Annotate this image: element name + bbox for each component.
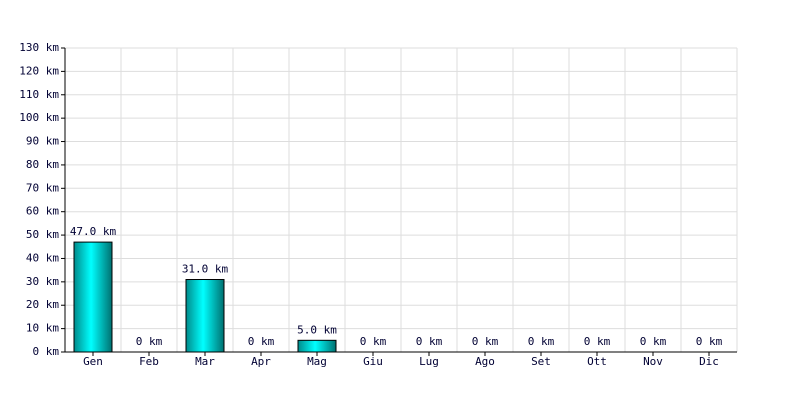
x-tick-label: Mag xyxy=(307,355,327,368)
x-tick-label: Ago xyxy=(475,355,495,368)
x-tick-label: Ott xyxy=(587,355,607,368)
data-label: 0 km xyxy=(416,335,443,348)
x-tick-label: Giu xyxy=(363,355,383,368)
data-label: 0 km xyxy=(640,335,667,348)
bar xyxy=(185,279,225,353)
y-tick-label: 40 km xyxy=(26,251,59,264)
y-tick-label: 30 km xyxy=(26,275,59,288)
y-tick-label: 60 km xyxy=(26,205,59,218)
data-label: 0 km xyxy=(360,335,387,348)
data-label: 0 km xyxy=(248,335,275,348)
x-tick-label: Mar xyxy=(195,355,215,368)
y-tick-label: 20 km xyxy=(26,298,59,311)
data-label: 0 km xyxy=(472,335,499,348)
y-tick-label: 120 km xyxy=(19,64,59,77)
x-tick-label: Gen xyxy=(83,355,103,368)
data-label: 47.0 km xyxy=(70,225,117,238)
data-label: 0 km xyxy=(584,335,611,348)
x-tick-label: Apr xyxy=(251,355,271,368)
x-tick-label: Nov xyxy=(643,355,663,368)
x-tick-label: Lug xyxy=(419,355,439,368)
data-label: 0 km xyxy=(136,335,163,348)
bar xyxy=(297,339,337,353)
y-tick-label: 90 km xyxy=(26,135,59,148)
data-label: 0 km xyxy=(528,335,555,348)
y-tick-label: 50 km xyxy=(26,228,59,241)
x-tick-label: Set xyxy=(531,355,551,368)
y-tick-label: 70 km xyxy=(26,181,59,194)
y-tick-label: 100 km xyxy=(19,111,59,124)
x-tick-label: Dic xyxy=(699,355,719,368)
y-tick-label: 130 km xyxy=(19,41,59,54)
data-label: 0 km xyxy=(696,335,723,348)
data-label: 5.0 km xyxy=(297,323,337,336)
data-label: 31.0 km xyxy=(182,263,229,276)
y-tick-label: 0 km xyxy=(33,345,60,358)
x-tick-label: Feb xyxy=(139,355,159,368)
y-tick-label: 10 km xyxy=(26,322,59,335)
bar xyxy=(73,241,113,353)
y-tick-label: 80 km xyxy=(26,158,59,171)
y-tick-label: 110 km xyxy=(19,88,59,101)
